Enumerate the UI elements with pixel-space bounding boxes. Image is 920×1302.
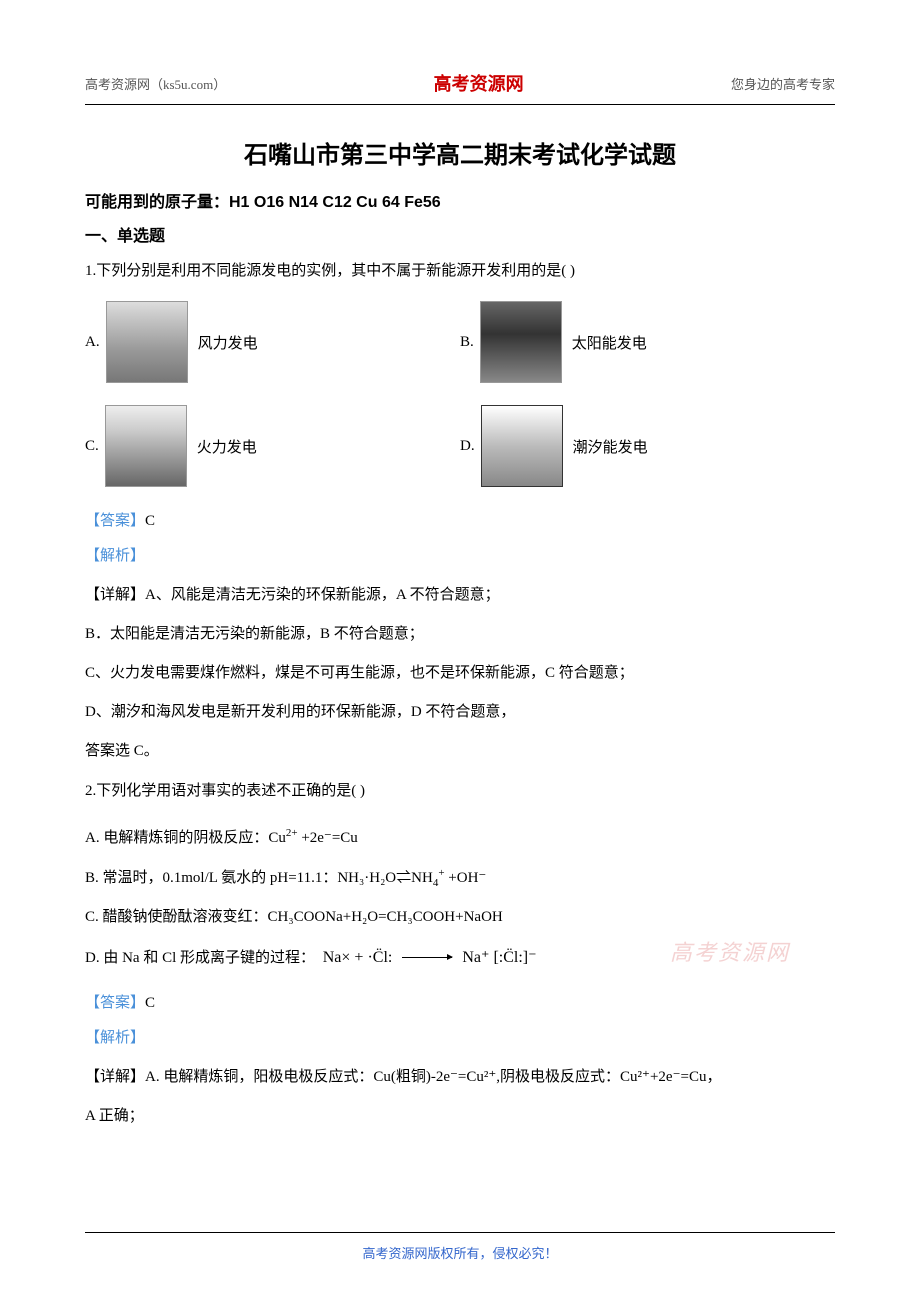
ionic-bond-diagram: Na× + ·C̈l: Na⁺ [:C̈l:]⁻ (319, 940, 537, 975)
atomic-mass: 可能用到的原子量：H1 O16 N14 C12 Cu 64 Fe56 (85, 188, 835, 212)
q1-option-d: D. 潮汐能发电 (460, 405, 835, 487)
page-footer: 高考资源网版权所有，侵权必究！ (0, 1232, 920, 1262)
q1-detail-c: C、火力发电需要煤作燃料，煤是不可再生能源，也不是环保新能源，C 符合题意； (85, 657, 835, 690)
q1-stem: 1.下列分别是利用不同能源发电的实例，其中不属于新能源开发利用的是( ) (85, 258, 835, 285)
q2-a-text: A. 电解精炼铜的阴极反应：Cu (85, 830, 286, 846)
header-right: 您身边的高考专家 (731, 74, 835, 93)
option-label: 风力发电 (198, 332, 258, 353)
nh4-formula: NH (411, 870, 433, 886)
q2-detail: 【详解】A. 电解精炼铜，阳极电极反应式：Cu(粗铜)-2e⁻=Cu²⁺,阴极电… (85, 1061, 835, 1094)
superscript: 2+ (286, 827, 298, 839)
q2-option-a: A. 电解精炼铜的阴极反应：Cu2+ +2e⁻=Cu (85, 821, 835, 855)
header-center: 高考资源网 (434, 70, 524, 96)
arrow-icon (402, 957, 452, 958)
page-header: 高考资源网（ks5u.com） 高考资源网 您身边的高考专家 (85, 70, 835, 96)
option-label: 太阳能发电 (572, 332, 647, 353)
q1-detail-b: B．太阳能是清洁无污染的新能源，B 不符合题意； (85, 618, 835, 651)
q1-analysis-label: 【解析】 (85, 544, 835, 565)
q1-option-a: A. 风力发电 (85, 301, 460, 383)
q2-stem: 2.下列化学用语对事实的表述不正确的是( ) (85, 778, 835, 805)
q2-b-text: B. 常温时，0.1mol/L 氨水的 pH=11.1：NH₃·H₂O⇌ (85, 870, 411, 886)
q1-detail-a: 【详解】A、风能是清洁无污染的环保新能源，A 不符合题意； (85, 579, 835, 612)
section-heading: 一、单选题 (85, 222, 835, 246)
option-letter: B. (460, 334, 474, 351)
q1-answer: 【答案】C (85, 509, 835, 530)
thermal-power-image (105, 405, 187, 487)
q2-option-c: C. 醋酸钠使酚酞溶液变红：CH₃COONa+H₂O=CH₃COOH+NaOH (85, 901, 835, 934)
watermark: 高考资源网 (670, 935, 790, 967)
header-divider (85, 104, 835, 105)
footer-divider (85, 1232, 835, 1233)
header-left: 高考资源网（ks5u.com） (85, 74, 226, 93)
page-title: 石嘴山市第三中学高二期末考试化学试题 (85, 135, 835, 170)
option-letter: C. (85, 438, 99, 455)
answer-label: 【答案】 (85, 995, 145, 1011)
answer-label: 【答案】 (85, 513, 145, 529)
option-label: 火力发电 (197, 436, 257, 457)
q2-d-text: D. 由 Na 和 Cl 形成离子键的过程： (85, 950, 315, 966)
q2-option-b: B. 常温时，0.1mol/L 氨水的 pH=11.1：NH₃·H₂O⇌NH4+… (85, 861, 835, 895)
footer-text: 高考资源网版权所有，侵权必究！ (0, 1243, 920, 1262)
q2-a-tail: +2e⁻=Cu (298, 830, 358, 846)
q1-option-c: C. 火力发电 (85, 405, 460, 487)
q1-detail-d: D、潮汐和海风发电是新开发利用的环保新能源，D 不符合题意， (85, 696, 835, 729)
option-letter: D. (460, 438, 475, 455)
q1-options-row1: A. 风力发电 B. 太阳能发电 (85, 301, 835, 383)
q1-option-b: B. 太阳能发电 (460, 301, 835, 383)
option-label: 潮汐能发电 (573, 436, 648, 457)
q2-analysis-label: 【解析】 (85, 1026, 835, 1047)
tidal-power-image (481, 405, 563, 487)
answer-value: C (145, 513, 155, 529)
option-letter: A. (85, 334, 100, 351)
answer-value: C (145, 995, 155, 1011)
q2-answer: 【答案】C (85, 991, 835, 1012)
solar-power-image (480, 301, 562, 383)
q2-detail2: A 正确； (85, 1100, 835, 1133)
q2-b-tail: +OH⁻ (445, 870, 487, 886)
q1-conclusion: 答案选 C。 (85, 735, 835, 768)
q1-options-row2: C. 火力发电 D. 潮汐能发电 (85, 405, 835, 487)
wind-power-image (106, 301, 188, 383)
